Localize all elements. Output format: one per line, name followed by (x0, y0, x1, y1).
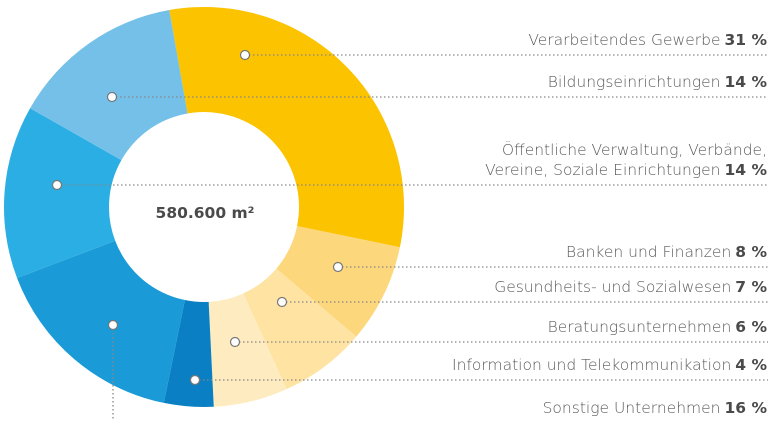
category-label: Beratungsunternehmen (547, 318, 732, 336)
leader-dot (107, 319, 119, 331)
donut-slice (17, 240, 185, 403)
value-label: 16 % (724, 399, 768, 417)
category-label: Banken und Finanzen (565, 243, 732, 261)
value-label: 6 % (735, 318, 767, 336)
legend-label: Beratungsunternehmen 6 % (548, 317, 767, 337)
donut-slice (30, 10, 188, 161)
legend-label: Sonstige Unternehmen 16 % (543, 398, 767, 418)
value-label: 7 % (735, 278, 767, 296)
donut-slice (276, 226, 400, 337)
value-label: 31 % (724, 31, 768, 49)
legend-label: Bildungseinrichtungen 14 % (548, 72, 767, 92)
leader-dot (332, 261, 344, 273)
donut-slice (4, 108, 122, 279)
category-label: Information und Telekommunikation (452, 356, 732, 374)
leader-dot (276, 296, 288, 308)
legend-label: Information und Telekommunikation 4 % (452, 355, 767, 375)
category-label: Gesundheits- und Sozialwesen (494, 278, 732, 296)
legend-label: Gesundheits- und Sozialwesen 7 % (494, 277, 767, 297)
legend-label: Banken und Finanzen 8 % (566, 242, 767, 262)
value-label: 4 % (735, 356, 767, 374)
category-label: Öffentliche Verwaltung, Verbände, Verein… (485, 141, 767, 179)
leader-dot (239, 49, 251, 61)
category-label: Sonstige Unternehmen (542, 399, 721, 417)
donut-slice (169, 7, 404, 248)
category-label: Verarbeitendes Gewerbe (528, 31, 721, 49)
value-label: 14 % (724, 73, 768, 91)
leader-dot (229, 336, 241, 348)
leader-dot (189, 374, 201, 386)
value-label: 8 % (735, 243, 767, 261)
leader-dot (51, 179, 63, 191)
donut-slice (208, 293, 287, 407)
legend-label: Öffentliche Verwaltung, Verbände, Verein… (437, 140, 767, 180)
value-label: 14 % (724, 161, 768, 179)
donut-slice (243, 268, 357, 390)
donut-slice (163, 300, 214, 407)
total-label: 580.600 m² (155, 204, 255, 222)
category-label: Bildungseinrichtungen (547, 73, 721, 91)
leader-dot (106, 91, 118, 103)
legend-label: Verarbeitendes Gewerbe 31 % (528, 30, 767, 50)
